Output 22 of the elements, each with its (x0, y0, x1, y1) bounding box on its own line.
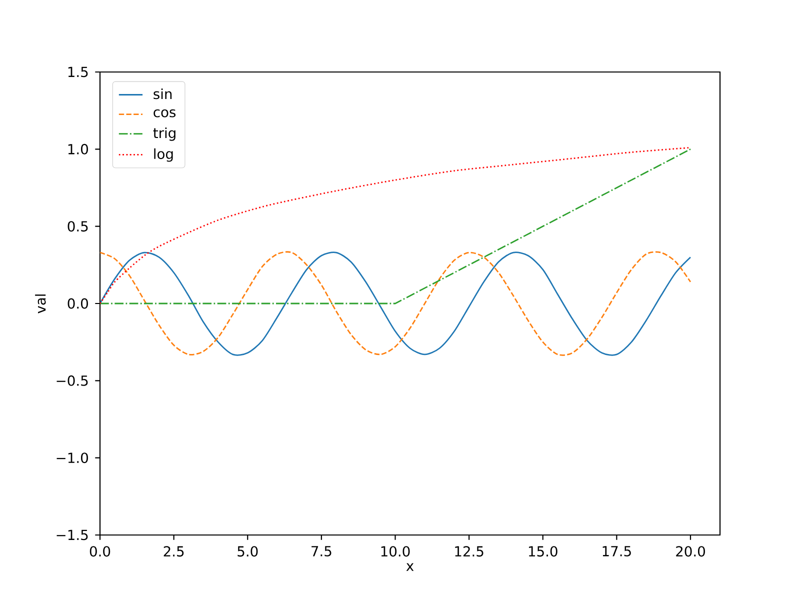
legend-label: log (154, 148, 173, 162)
x-axis-title: x (406, 563, 414, 571)
x-tick-label: 12.5 (455, 546, 484, 557)
x-tick-label: 10.0 (381, 546, 410, 557)
y-tick-label: 0.0 (68, 298, 88, 309)
x-tick-label: 2.5 (164, 546, 184, 557)
y-tick-label: −1.0 (56, 452, 88, 464)
x-tick-label: 5.0 (238, 546, 258, 557)
x-tick-label: 15.0 (528, 546, 558, 557)
y-tick-label: −0.5 (56, 375, 88, 386)
y-axis-title: val (35, 294, 46, 314)
y-tick-label: 1.0 (68, 144, 88, 154)
x-tick-label: 7.5 (312, 546, 332, 556)
x-tick-label: 20.0 (676, 546, 705, 557)
y-tick-label: −1.5 (56, 530, 88, 540)
y-tick-label: 1.5 (68, 66, 88, 78)
legend-label: sin (154, 88, 172, 100)
legend-label: trig (153, 127, 176, 141)
x-tick-label: 0.0 (90, 546, 110, 557)
legend-label: cos (154, 109, 176, 118)
y-tick-label: 0.5 (68, 221, 88, 232)
x-tick-label: 17.5 (602, 546, 631, 556)
